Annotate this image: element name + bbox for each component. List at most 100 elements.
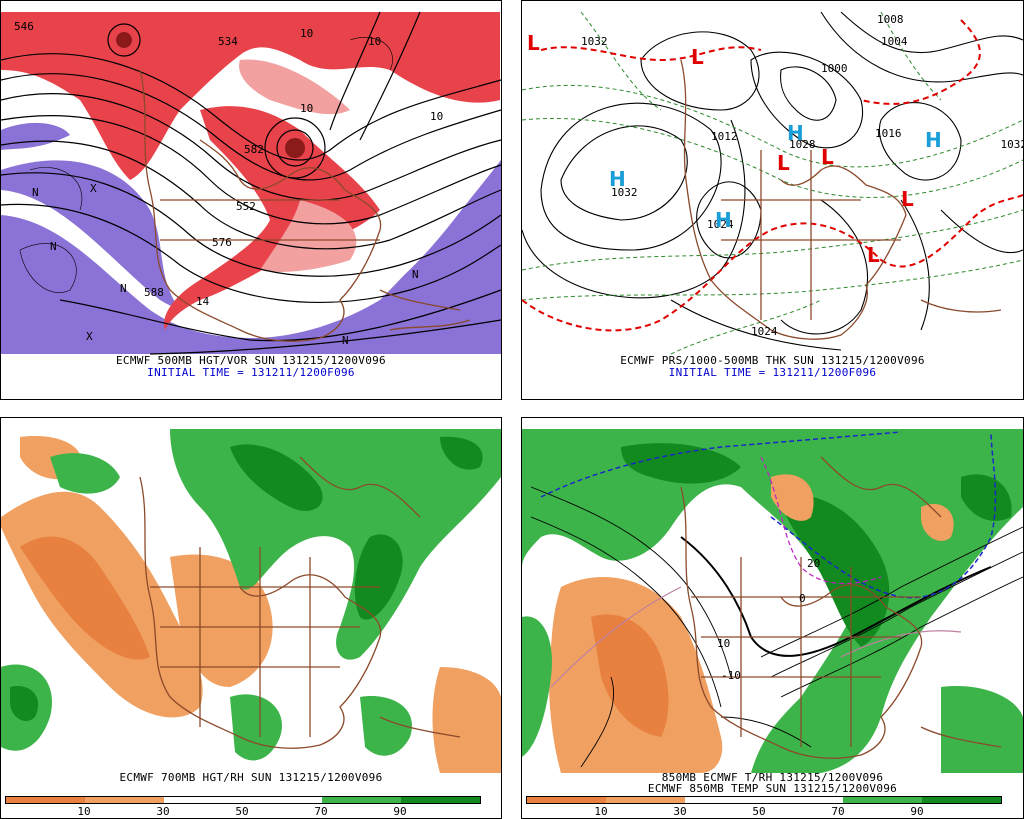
extremum-mark: N: [412, 268, 419, 281]
wet-area: [621, 443, 741, 484]
moist-area: [522, 616, 552, 757]
map-500mb-vorticity: 546 588 576 552 10 10 10 10 14 582 534 N…: [0, 11, 502, 355]
isobar-label: 1028: [789, 138, 816, 151]
initial-time-caption: INITIAL TIME = 131211/1200F096: [147, 366, 355, 379]
panel-caption: ECMWF 700MB HGT/RH SUN 131215/1200V096: [119, 771, 383, 784]
panel-caption: ECMWF PRS/1000-500MB THK SUN 131215/1200…: [620, 354, 925, 367]
initial-time-caption: INITIAL TIME = 131211/1200F096: [668, 366, 877, 379]
high-center-mark: H: [715, 208, 732, 232]
contour-label: 20: [807, 557, 820, 570]
colorbar-tick: 70: [314, 805, 328, 818]
rh-colorbar: [526, 796, 1002, 804]
colorbar-tick: 30: [156, 805, 170, 818]
colorbar-tick: 90: [393, 805, 407, 818]
colorbar-segment: [401, 797, 480, 803]
colorbar-segment: [843, 797, 922, 803]
drier-area: [20, 536, 150, 660]
wet-area: [781, 495, 890, 647]
extremum-mark: N: [32, 186, 39, 199]
coastline: [680, 59, 1002, 340]
pos-vorticity-area: [1, 12, 500, 180]
wet-area: [230, 444, 323, 511]
vorticity-light: [239, 59, 350, 115]
thickness-540-line: [521, 19, 1024, 332]
contour-label: -10: [721, 669, 741, 682]
panel-700mb-hgt-rh: ECMWF 700MB HGT/RH SUN 131215/1200V096 1…: [0, 417, 502, 819]
map-700mb-rh: [1, 429, 501, 773]
wet-area: [354, 534, 403, 620]
low-centers: L L L L L L: [527, 31, 914, 267]
high-center-mark: H: [787, 121, 804, 145]
coastline: [139, 456, 461, 749]
isobars: [521, 11, 1024, 351]
high-center-mark: H: [925, 128, 942, 152]
wet-area: [961, 474, 1012, 521]
low-center-mark: L: [527, 31, 540, 55]
vorticity-contours: [19, 37, 393, 293]
wet-area: [440, 436, 483, 470]
contour-label: 552: [236, 200, 256, 213]
isobar-label: 1016: [875, 127, 902, 140]
neg-vorticity-area: [95, 187, 146, 259]
low-center-mark: L: [901, 187, 914, 211]
contour-label: 10: [300, 102, 313, 115]
panel-500mb-hgt-vor: 546 588 576 552 10 10 10 10 14 582 534 N…: [0, 0, 502, 400]
colorbar-tick: 50: [235, 805, 249, 818]
panel-caption: 850MB ECMWF T/RH 131215/1200V096: [661, 771, 884, 784]
isobar-label: 1024: [751, 325, 778, 338]
rh-colorbar: [5, 796, 481, 804]
map-pressure-thickness: 1032 1032 1024 1028 1008 1004 1000 1016 …: [521, 11, 1024, 355]
freezing-contour: [680, 536, 992, 657]
contour-label: 10: [368, 35, 381, 48]
colorbar-segment: [685, 797, 764, 803]
temp-magenta-contour: [760, 456, 882, 585]
extremum-mark: N: [50, 240, 57, 253]
colorbar-segment: [6, 797, 85, 803]
colorbar-tick: 10: [594, 805, 608, 818]
high-centers: H H H H: [609, 121, 942, 232]
wet-area: [10, 686, 39, 722]
colorbar-segment: [243, 797, 322, 803]
moist-area: [522, 429, 1023, 773]
contour-label: 0: [799, 592, 806, 605]
contour-label: 534: [218, 35, 238, 48]
colorbar-segment: [527, 797, 606, 803]
drier-area: [591, 614, 669, 737]
moist-area: [360, 696, 412, 756]
panel-border: [0, 0, 502, 400]
moist-area: [230, 694, 282, 761]
vorticity-maximum: [285, 138, 305, 158]
isobar-label: 1032: [581, 35, 608, 48]
colorbar-segment: [606, 797, 685, 803]
temp-pink-contour: [550, 586, 962, 688]
isobar-label: 1004: [881, 35, 908, 48]
extremum-mark: X: [90, 182, 97, 195]
colorbar-segment: [164, 797, 243, 803]
low-center-mark: L: [867, 243, 880, 267]
moist-area: [170, 429, 501, 660]
colorbar-segment: [922, 797, 1001, 803]
contour-label: 588: [144, 286, 164, 299]
moist-area: [50, 453, 120, 494]
low-center-mark: L: [777, 151, 790, 175]
height-contours: [0, 11, 502, 355]
contour-label: 10: [300, 27, 313, 40]
colorbar-segment: [85, 797, 164, 803]
panel-caption: ECMWF 500MB HGT/VOR SUN 131215/1200V096: [116, 354, 386, 367]
colorbar-tick: 90: [910, 805, 924, 818]
vorticity-maximum: [116, 32, 132, 48]
colorbar-tick: 70: [831, 805, 845, 818]
coastline: [139, 69, 471, 342]
colorbar-segment: [764, 797, 843, 803]
panel-subcaption: ECMWF 850MB TEMP SUN 131215/1200V096: [647, 782, 898, 795]
panel-prs-thk: 1032 1032 1024 1028 1008 1004 1000 1016 …: [521, 0, 1024, 400]
colorbar-tick: 50: [752, 805, 766, 818]
high-center-mark: H: [609, 167, 626, 191]
contour-label: 10: [717, 637, 730, 650]
isobar-label: 1008: [877, 13, 904, 26]
low-center-mark: L: [821, 145, 834, 169]
coastline: [680, 456, 1002, 759]
extremum-mark: X: [86, 330, 93, 343]
pos-vorticity-area: [164, 106, 380, 330]
isobar-label: 1012: [711, 130, 738, 143]
